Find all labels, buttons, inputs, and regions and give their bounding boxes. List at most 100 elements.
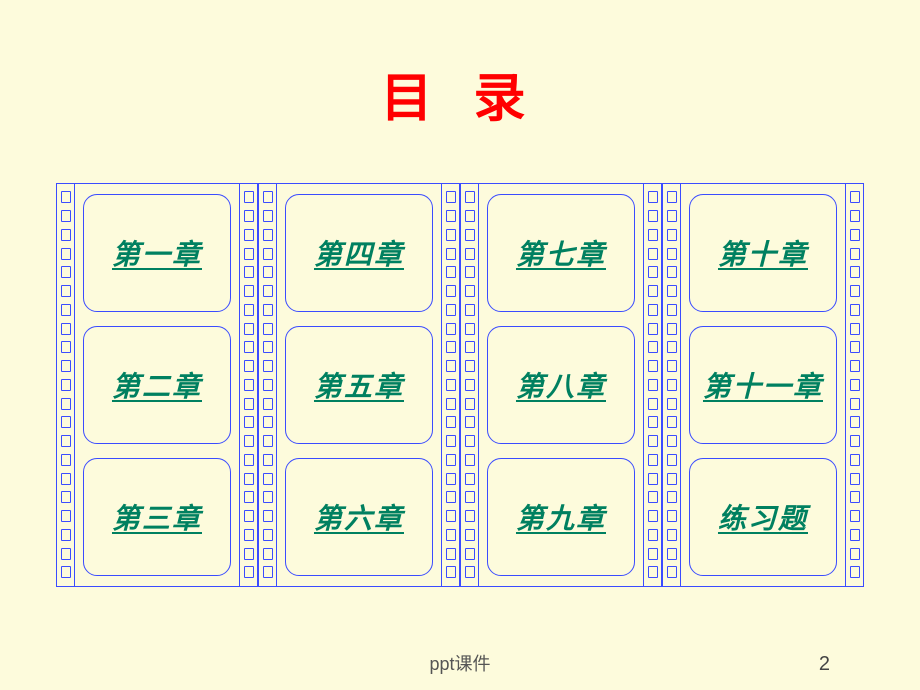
sprocket-hole bbox=[648, 379, 658, 391]
chapter-link-6[interactable]: 第六章 bbox=[314, 497, 404, 537]
chapter-link-2[interactable]: 第二章 bbox=[112, 365, 202, 405]
sprocket-hole bbox=[465, 548, 475, 560]
sprocket-hole bbox=[61, 454, 71, 466]
chapter-link-exercises[interactable]: 练习题 bbox=[718, 497, 808, 537]
film-strip-4: 第十章 第十一章 练习题 bbox=[662, 183, 864, 587]
sprocket-hole bbox=[667, 323, 677, 335]
sprocket-hole bbox=[263, 566, 273, 578]
sprocket-hole bbox=[465, 566, 475, 578]
sprocket-hole bbox=[244, 266, 254, 278]
sprocket-hole bbox=[263, 510, 273, 522]
chapter-frame: 第十一章 bbox=[689, 326, 837, 444]
sprocket-hole bbox=[263, 323, 273, 335]
page-number: 2 bbox=[819, 653, 830, 676]
sprocket-hole bbox=[850, 304, 860, 316]
sprocket-hole bbox=[446, 210, 456, 222]
chapter-link-4[interactable]: 第四章 bbox=[314, 233, 404, 273]
sprocket-hole bbox=[244, 435, 254, 447]
sprocket-hole bbox=[465, 266, 475, 278]
sprocket-hole bbox=[61, 304, 71, 316]
sprocket-hole bbox=[850, 398, 860, 410]
sprocket-hole bbox=[446, 266, 456, 278]
sprocket-hole bbox=[244, 416, 254, 428]
sprocket-hole bbox=[244, 548, 254, 560]
chapter-frame: 第二章 bbox=[83, 326, 231, 444]
chapter-frame: 练习题 bbox=[689, 458, 837, 576]
sprocket-hole bbox=[263, 529, 273, 541]
page-title: 目 录 bbox=[0, 0, 920, 131]
frames-column: 第七章 第八章 第九章 bbox=[479, 184, 643, 586]
chapter-link-8[interactable]: 第八章 bbox=[516, 365, 606, 405]
sprocket-hole bbox=[61, 491, 71, 503]
sprocket-hole bbox=[244, 285, 254, 297]
sprocket-hole bbox=[465, 323, 475, 335]
sprocket-hole bbox=[850, 548, 860, 560]
sprocket-hole bbox=[263, 210, 273, 222]
sprocket-column bbox=[845, 184, 863, 586]
sprocket-hole bbox=[263, 473, 273, 485]
sprocket-hole bbox=[263, 285, 273, 297]
sprocket-hole bbox=[648, 210, 658, 222]
sprocket-hole bbox=[446, 491, 456, 503]
sprocket-hole bbox=[446, 435, 456, 447]
sprocket-hole bbox=[850, 416, 860, 428]
sprocket-hole bbox=[61, 229, 71, 241]
sprocket-hole bbox=[667, 379, 677, 391]
chapter-link-7[interactable]: 第七章 bbox=[516, 233, 606, 273]
sprocket-hole bbox=[850, 229, 860, 241]
sprocket-hole bbox=[244, 191, 254, 203]
footer-label: ppt课件 bbox=[429, 650, 490, 676]
chapter-link-9[interactable]: 第九章 bbox=[516, 497, 606, 537]
chapter-link-10[interactable]: 第十章 bbox=[718, 233, 808, 273]
sprocket-hole bbox=[465, 435, 475, 447]
sprocket-hole bbox=[244, 398, 254, 410]
sprocket-hole bbox=[667, 510, 677, 522]
sprocket-hole bbox=[61, 266, 71, 278]
chapter-link-11[interactable]: 第十一章 bbox=[703, 365, 823, 405]
sprocket-hole bbox=[667, 398, 677, 410]
sprocket-hole bbox=[850, 379, 860, 391]
sprocket-hole bbox=[648, 360, 658, 372]
sprocket-hole bbox=[465, 473, 475, 485]
sprocket-hole bbox=[244, 510, 254, 522]
sprocket-hole bbox=[465, 379, 475, 391]
sprocket-hole bbox=[667, 248, 677, 260]
sprocket-hole bbox=[446, 416, 456, 428]
sprocket-hole bbox=[648, 566, 658, 578]
sprocket-hole bbox=[850, 473, 860, 485]
chapter-link-3[interactable]: 第三章 bbox=[112, 497, 202, 537]
sprocket-hole bbox=[263, 548, 273, 560]
sprocket-hole bbox=[648, 473, 658, 485]
chapter-frame: 第九章 bbox=[487, 458, 635, 576]
chapter-link-1[interactable]: 第一章 bbox=[112, 233, 202, 273]
sprocket-hole bbox=[465, 510, 475, 522]
sprocket-hole bbox=[263, 379, 273, 391]
sprocket-column bbox=[259, 184, 277, 586]
sprocket-hole bbox=[263, 341, 273, 353]
sprocket-hole bbox=[648, 191, 658, 203]
sprocket-column bbox=[643, 184, 661, 586]
sprocket-hole bbox=[61, 248, 71, 260]
sprocket-hole bbox=[61, 435, 71, 447]
sprocket-column bbox=[57, 184, 75, 586]
sprocket-hole bbox=[648, 435, 658, 447]
chapter-frame: 第三章 bbox=[83, 458, 231, 576]
sprocket-hole bbox=[446, 285, 456, 297]
film-strip-1: 第一章 第二章 第三章 bbox=[56, 183, 258, 587]
sprocket-hole bbox=[667, 266, 677, 278]
chapter-link-5[interactable]: 第五章 bbox=[314, 365, 404, 405]
sprocket-hole bbox=[244, 360, 254, 372]
sprocket-hole bbox=[465, 529, 475, 541]
frames-column: 第四章 第五章 第六章 bbox=[277, 184, 441, 586]
sprocket-hole bbox=[446, 304, 456, 316]
sprocket-hole bbox=[667, 435, 677, 447]
sprocket-hole bbox=[263, 191, 273, 203]
sprocket-hole bbox=[465, 210, 475, 222]
sprocket-hole bbox=[446, 510, 456, 522]
sprocket-hole bbox=[667, 529, 677, 541]
sprocket-hole bbox=[850, 191, 860, 203]
chapter-frame: 第七章 bbox=[487, 194, 635, 312]
sprocket-hole bbox=[850, 266, 860, 278]
sprocket-column bbox=[441, 184, 459, 586]
sprocket-hole bbox=[61, 416, 71, 428]
